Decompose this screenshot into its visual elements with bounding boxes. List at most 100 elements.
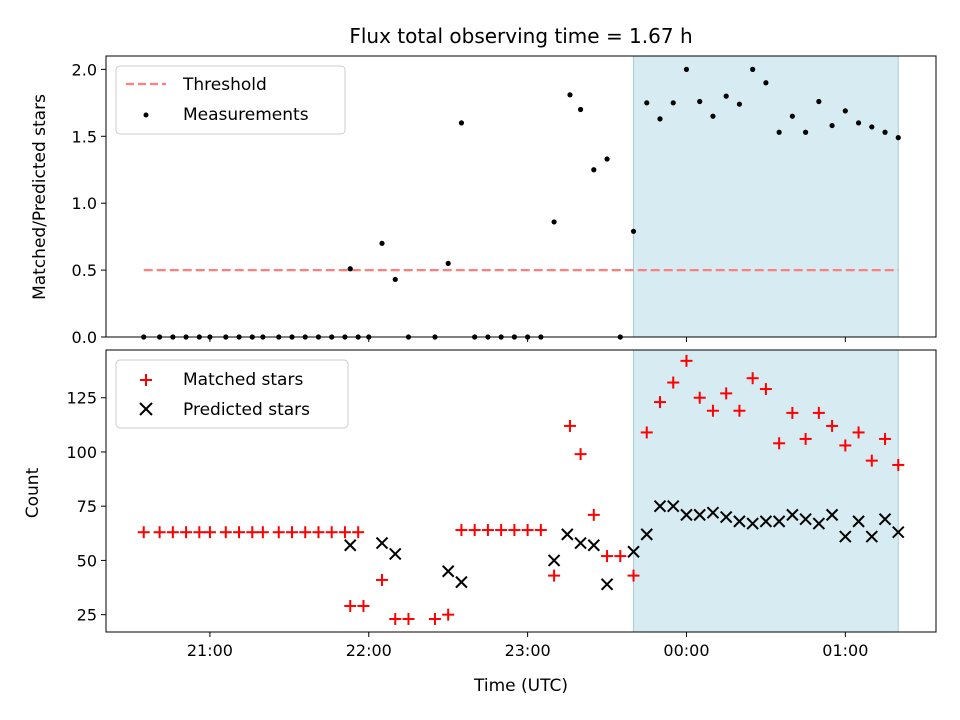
- matched-stars-point: [548, 569, 561, 582]
- bottom-highlight-span: [633, 349, 899, 633]
- matched-stars-point: [852, 426, 865, 439]
- predicted-stars-point: [706, 506, 720, 519]
- matched-stars-point: [389, 612, 402, 625]
- matched-stars-point: [733, 404, 746, 417]
- predicted-stars-point: [587, 539, 601, 552]
- legend-measurements-label: Measurements: [183, 105, 309, 125]
- predicted-stars-point: [812, 517, 826, 530]
- matched-stars-point: [614, 550, 627, 563]
- measurement-point: [379, 240, 385, 246]
- measurement-point: [551, 219, 557, 225]
- legend-predicted-marker: [139, 402, 153, 416]
- matched-stars-point: [746, 372, 759, 385]
- matched-stars-point: [352, 526, 365, 539]
- y-tick-label: 100: [66, 443, 97, 462]
- predicted-stars-point: [759, 515, 773, 528]
- matched-stars-point: [312, 526, 325, 539]
- predicted-stars-point: [441, 565, 455, 578]
- predicted-stars-point: [892, 526, 905, 539]
- predicted-stars-point: [653, 499, 667, 513]
- measurement-point: [683, 66, 690, 72]
- predicted-stars-point: [640, 528, 653, 541]
- measurement-point: [697, 98, 703, 105]
- legend-matched-marker: [140, 374, 152, 386]
- y-tick-label: 0.5: [72, 261, 97, 280]
- measurement-point: [750, 66, 756, 72]
- matched-stars-point: [587, 508, 600, 521]
- matched-stars-point: [193, 526, 206, 539]
- measurement-point: [736, 101, 743, 107]
- predicted-stars-point: [561, 528, 574, 541]
- predicted-stars-point: [344, 539, 357, 552]
- chart-title: Flux total observing time = 1.67 h: [349, 24, 692, 48]
- x-tick-label: 23:00: [505, 641, 551, 660]
- predicted-stars-point: [719, 510, 733, 524]
- x-axis-label: Time (UTC): [473, 676, 568, 696]
- predicted-stars-point: [389, 547, 402, 561]
- measurement-point: [458, 120, 465, 126]
- matched-stars-point: [563, 419, 576, 432]
- y-tick-label: 1.0: [72, 194, 97, 213]
- y-tick-label: 2.0: [72, 60, 97, 79]
- predicted-stars-point: [786, 508, 799, 522]
- measurement-point: [347, 266, 353, 272]
- predicted-stars-point: [667, 499, 680, 513]
- measurement-point: [803, 129, 809, 135]
- matched-stars-point: [786, 406, 799, 419]
- matched-stars-point: [272, 526, 285, 539]
- matched-stars-point: [839, 439, 852, 452]
- x-tick-label: 22:00: [346, 641, 392, 660]
- matched-stars-point: [601, 550, 614, 563]
- measurement-point: [604, 156, 610, 162]
- matched-stars-point: [246, 526, 259, 539]
- matched-stars-point: [137, 526, 150, 539]
- measurement-point: [882, 129, 888, 135]
- legend-matched-label: Matched stars: [183, 370, 303, 390]
- measurement-point: [895, 135, 901, 141]
- legend-threshold-label: Threshold: [182, 75, 267, 95]
- measurement-point: [829, 122, 835, 129]
- top-y-axis-label: Matched/Predicted stars: [30, 94, 50, 300]
- measurement-point: [816, 98, 822, 105]
- top-plot-frame: [105, 55, 937, 338]
- matched-stars-point: [865, 454, 878, 467]
- bottom-y-axis-label: Count: [23, 467, 43, 518]
- y-tick-label: 0.0: [72, 328, 97, 347]
- y-tick-label: 125: [66, 389, 97, 408]
- matched-stars-point: [203, 526, 216, 539]
- measurement-point: [392, 276, 398, 283]
- measurement-point: [630, 228, 637, 234]
- legend-measurements-marker: [143, 112, 149, 118]
- matched-stars-point: [640, 426, 653, 439]
- matched-stars-point: [521, 524, 534, 537]
- measurement-point: [567, 92, 573, 98]
- bottom-legend: Matched stars Predicted stars: [115, 359, 349, 429]
- predicted-stars-point: [627, 545, 640, 558]
- matched-stars-point: [153, 526, 166, 539]
- matched-stars-point: [325, 526, 338, 539]
- predicted-stars-point: [547, 554, 561, 567]
- x-tick-label: 00:00: [663, 641, 709, 660]
- predicted-stars-point: [455, 575, 468, 589]
- bottom-plot-frame: [105, 349, 937, 633]
- matched-stars-point: [773, 437, 786, 450]
- matched-stars-point: [667, 376, 680, 389]
- predicted-stars-point: [746, 517, 759, 530]
- bottom-panel: 25 50 75 100 125 21:00 22:00 23:00 00:00 01:00 C…: [23, 349, 937, 696]
- matched-stars-point: [455, 524, 468, 537]
- matched-stars-point: [574, 448, 587, 461]
- measurement-point: [855, 120, 862, 126]
- matched-stars-point: [376, 573, 389, 586]
- predicted-stars-point: [825, 508, 839, 522]
- matched-stars-point: [219, 526, 232, 539]
- matched-stars-point: [680, 354, 693, 367]
- y-tick-label: 25: [77, 606, 97, 625]
- matched-stars-point: [653, 396, 666, 409]
- matched-stars-point: [495, 524, 508, 537]
- measurement-point: [657, 116, 663, 122]
- predicted-stars-point: [375, 536, 389, 550]
- predicted-stars-point: [574, 536, 587, 550]
- predicted-stars-point: [600, 578, 614, 591]
- measurement-point: [591, 167, 597, 173]
